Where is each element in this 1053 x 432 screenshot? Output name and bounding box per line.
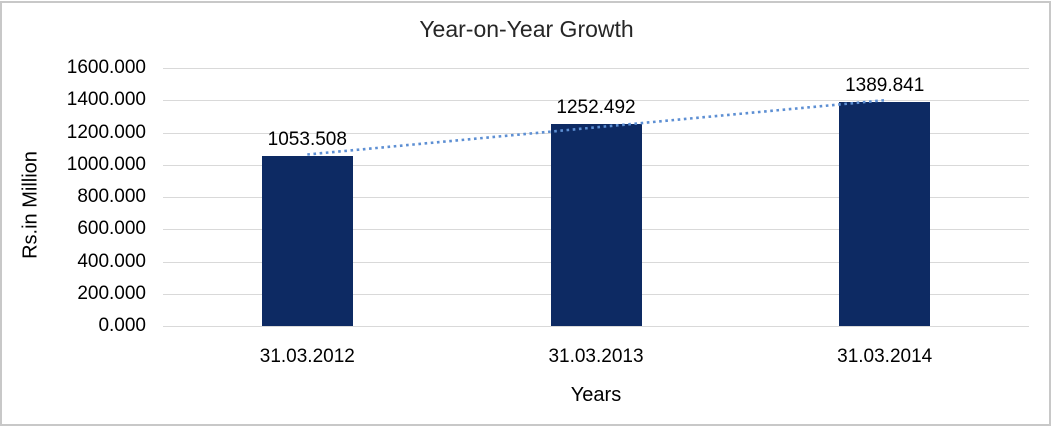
x-axis-title: Years xyxy=(570,384,622,406)
chart-title: Year-on-Year Growth xyxy=(419,16,634,42)
y-axis-tick-label: 1400.000 xyxy=(66,89,146,111)
x-axis-tick-label: 31.03.2014 xyxy=(837,346,933,367)
y-axis-tick-label: 600.000 xyxy=(77,218,146,240)
x-axis-tick-label: 31.03.2013 xyxy=(548,346,644,367)
bar-data-label: 1252.492 xyxy=(556,97,636,118)
bar xyxy=(261,156,353,326)
gridline xyxy=(163,68,1029,69)
bar xyxy=(839,101,931,326)
x-axis-tick-label: 31.03.2012 xyxy=(259,346,355,367)
bar xyxy=(550,124,642,326)
y-axis-title: Rs.in Million xyxy=(19,151,42,259)
y-axis-tick-label: 1000.000 xyxy=(66,153,146,175)
y-axis-tick-label: 1600.000 xyxy=(66,57,146,78)
y-axis-tick-label: 200.000 xyxy=(77,282,146,304)
bar-data-label: 1389.841 xyxy=(845,74,925,96)
y-axis-tick-label: 800.000 xyxy=(77,186,146,207)
bar-data-label: 1053.508 xyxy=(267,129,347,151)
y-axis-tick-label: 0.000 xyxy=(98,315,146,336)
y-axis-tick-label: 400.000 xyxy=(77,250,146,272)
gridline xyxy=(163,326,1029,327)
y-axis-tick-label: 1200.000 xyxy=(66,121,146,143)
